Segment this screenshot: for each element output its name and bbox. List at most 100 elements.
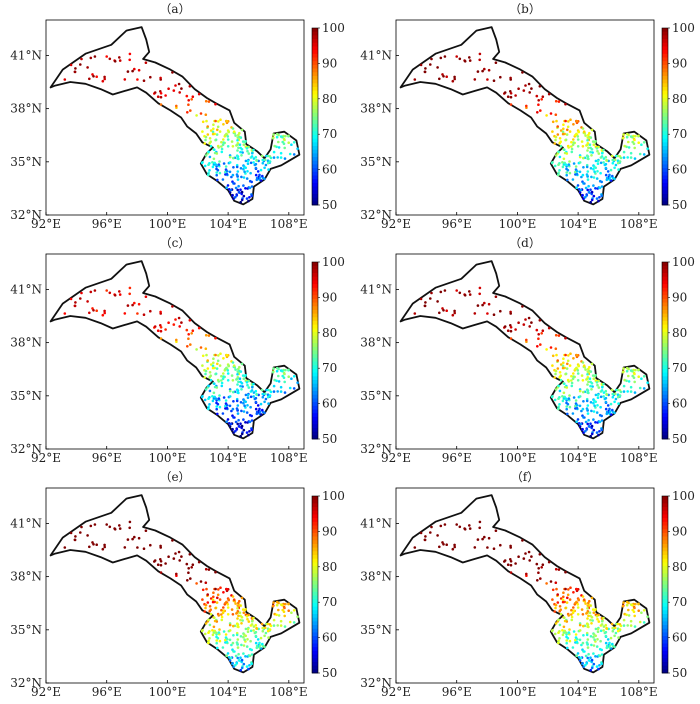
station-marker <box>218 598 222 601</box>
station-marker <box>217 146 220 149</box>
station-marker <box>251 619 254 623</box>
station-marker <box>188 319 192 322</box>
station-marker <box>524 318 527 321</box>
station-marker <box>473 78 477 81</box>
station-marker <box>231 145 235 148</box>
station-marker <box>242 410 246 413</box>
station-marker <box>281 608 285 612</box>
colorbar-segment <box>312 197 318 202</box>
station-marker <box>264 631 268 635</box>
colorbar-segment <box>312 142 318 147</box>
station-marker <box>219 586 222 589</box>
colorbar-segment <box>662 276 668 281</box>
station-marker <box>567 380 570 383</box>
y-tick-label: 32°N <box>10 208 42 222</box>
station-marker <box>550 629 554 633</box>
station-marker <box>569 586 572 589</box>
station-marker <box>509 95 513 99</box>
colorbar-segment <box>312 588 318 593</box>
station-marker <box>88 311 91 315</box>
station-marker <box>267 168 270 171</box>
station-marker <box>235 612 238 615</box>
station-marker <box>609 179 613 182</box>
station-marker <box>208 605 212 608</box>
station-marker <box>596 630 600 633</box>
station-marker <box>617 636 620 639</box>
station-marker <box>222 357 225 360</box>
station-marker <box>558 623 562 627</box>
station-marker <box>578 638 582 642</box>
colorbar-segment <box>662 558 668 563</box>
station-marker <box>204 369 208 373</box>
colorbar-segment <box>662 610 668 615</box>
station-marker <box>584 429 587 433</box>
station-marker <box>234 420 238 424</box>
station-marker <box>468 290 471 293</box>
station-marker <box>69 63 73 67</box>
station-marker <box>137 68 141 72</box>
colorbar-segment <box>662 499 668 504</box>
station-marker <box>586 656 589 660</box>
station-marker <box>595 615 599 618</box>
station-marker <box>243 404 246 407</box>
station-marker <box>237 380 240 384</box>
station-marker <box>118 527 122 530</box>
station-marker <box>557 150 560 154</box>
station-marker <box>252 616 255 620</box>
station-marker <box>595 645 599 648</box>
station-marker <box>419 531 423 535</box>
colorbar-segment <box>312 262 318 267</box>
station-marker <box>576 606 580 609</box>
station-marker <box>204 622 208 625</box>
station-marker <box>514 94 517 97</box>
station-marker <box>204 138 207 142</box>
station-marker <box>572 357 575 360</box>
station-marker <box>468 59 472 62</box>
station-marker <box>537 567 540 570</box>
station-marker <box>570 374 573 378</box>
station-marker <box>528 559 531 562</box>
station-marker <box>180 87 183 90</box>
station-marker <box>69 297 73 301</box>
colorbar-segment <box>312 416 318 421</box>
station-marker <box>216 593 220 597</box>
station-marker <box>572 138 575 141</box>
station-marker <box>586 409 589 412</box>
station-marker <box>223 368 227 371</box>
station-marker <box>213 616 216 619</box>
station-marker <box>566 359 570 363</box>
station-marker <box>240 424 244 428</box>
y-tick-label: 32°N <box>360 676 392 690</box>
station-marker <box>242 194 246 198</box>
station-marker <box>254 641 258 645</box>
station-marker <box>604 173 608 177</box>
station-marker <box>604 623 608 627</box>
station-marker <box>261 395 265 399</box>
station-marker <box>503 91 507 94</box>
station-marker <box>580 409 583 413</box>
x-tick-label: 92°E <box>31 217 61 231</box>
station-marker <box>211 366 215 370</box>
y-tick-label: 38°N <box>360 570 392 584</box>
station-marker <box>209 144 213 148</box>
station-marker <box>244 634 247 638</box>
station-marker <box>633 625 637 628</box>
map-svg-e: （e）92°E 96°E 100°E 104°E 108°E41°N38°N35°N32… <box>10 470 345 699</box>
station-marker <box>627 146 631 149</box>
station-marker <box>89 56 93 60</box>
station-marker <box>583 650 586 653</box>
station-marker <box>261 158 265 162</box>
colorbar-segment <box>312 298 318 303</box>
colorbar-segment <box>662 146 668 151</box>
colorbar-segment <box>662 405 668 410</box>
station-marker <box>259 179 263 182</box>
colorbar-tick-label: 50 <box>672 666 687 680</box>
station-marker <box>255 176 259 180</box>
station-marker <box>113 60 117 63</box>
station-marker <box>625 379 628 383</box>
station-marker <box>209 608 212 611</box>
station-marker <box>242 401 245 405</box>
colorbar-segment <box>312 543 318 549</box>
station-marker <box>236 646 240 649</box>
station-marker <box>611 395 615 399</box>
